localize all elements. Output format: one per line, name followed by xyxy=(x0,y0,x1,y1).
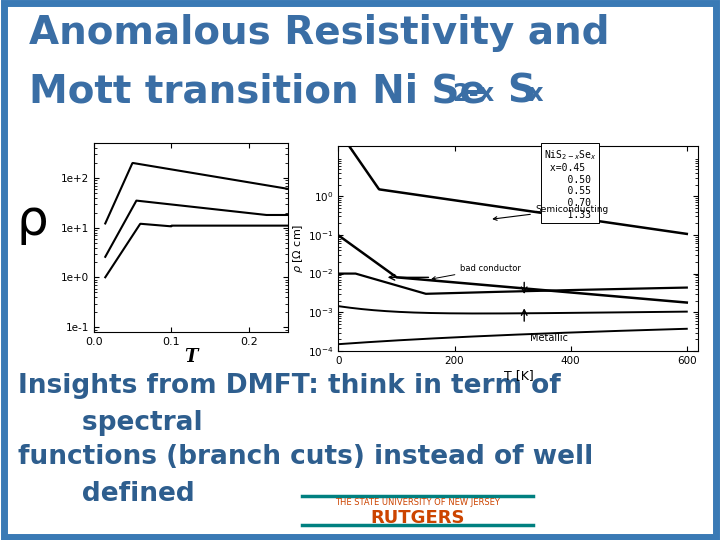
Text: THE STATE UNIVERSITY OF NEW JERSEY: THE STATE UNIVERSITY OF NEW JERSEY xyxy=(336,498,500,508)
X-axis label: T [K]: T [K] xyxy=(503,369,534,382)
Text: ρ: ρ xyxy=(17,198,48,245)
Text: x: x xyxy=(528,82,544,106)
Text: functions (branch cuts) instead of well: functions (branch cuts) instead of well xyxy=(18,444,593,470)
Text: Mott transition Ni Se: Mott transition Ni Se xyxy=(29,73,486,111)
Text: defined: defined xyxy=(18,481,194,507)
Text: T: T xyxy=(184,348,197,366)
Y-axis label: $\rho$ [$\Omega$ cm]: $\rho$ [$\Omega$ cm] xyxy=(291,224,305,273)
Text: RUTGERS: RUTGERS xyxy=(370,509,465,526)
Text: bad conductor: bad conductor xyxy=(432,264,521,280)
Text: Semiconducting: Semiconducting xyxy=(493,205,609,220)
Text: S: S xyxy=(508,73,536,111)
Text: 2-x: 2-x xyxy=(452,82,495,106)
Text: Insights from DMFT: think in term of: Insights from DMFT: think in term of xyxy=(18,373,561,399)
Text: NiS$_{2-x}$Se$_x$
 x=0.45
    0.50
    0.55
    0.70
    1.33: NiS$_{2-x}$Se$_x$ x=0.45 0.50 0.55 0.70 … xyxy=(544,148,596,220)
Text: spectral: spectral xyxy=(18,410,202,436)
Text: Anomalous Resistivity and: Anomalous Resistivity and xyxy=(29,14,609,51)
Text: Metallic: Metallic xyxy=(530,333,568,343)
